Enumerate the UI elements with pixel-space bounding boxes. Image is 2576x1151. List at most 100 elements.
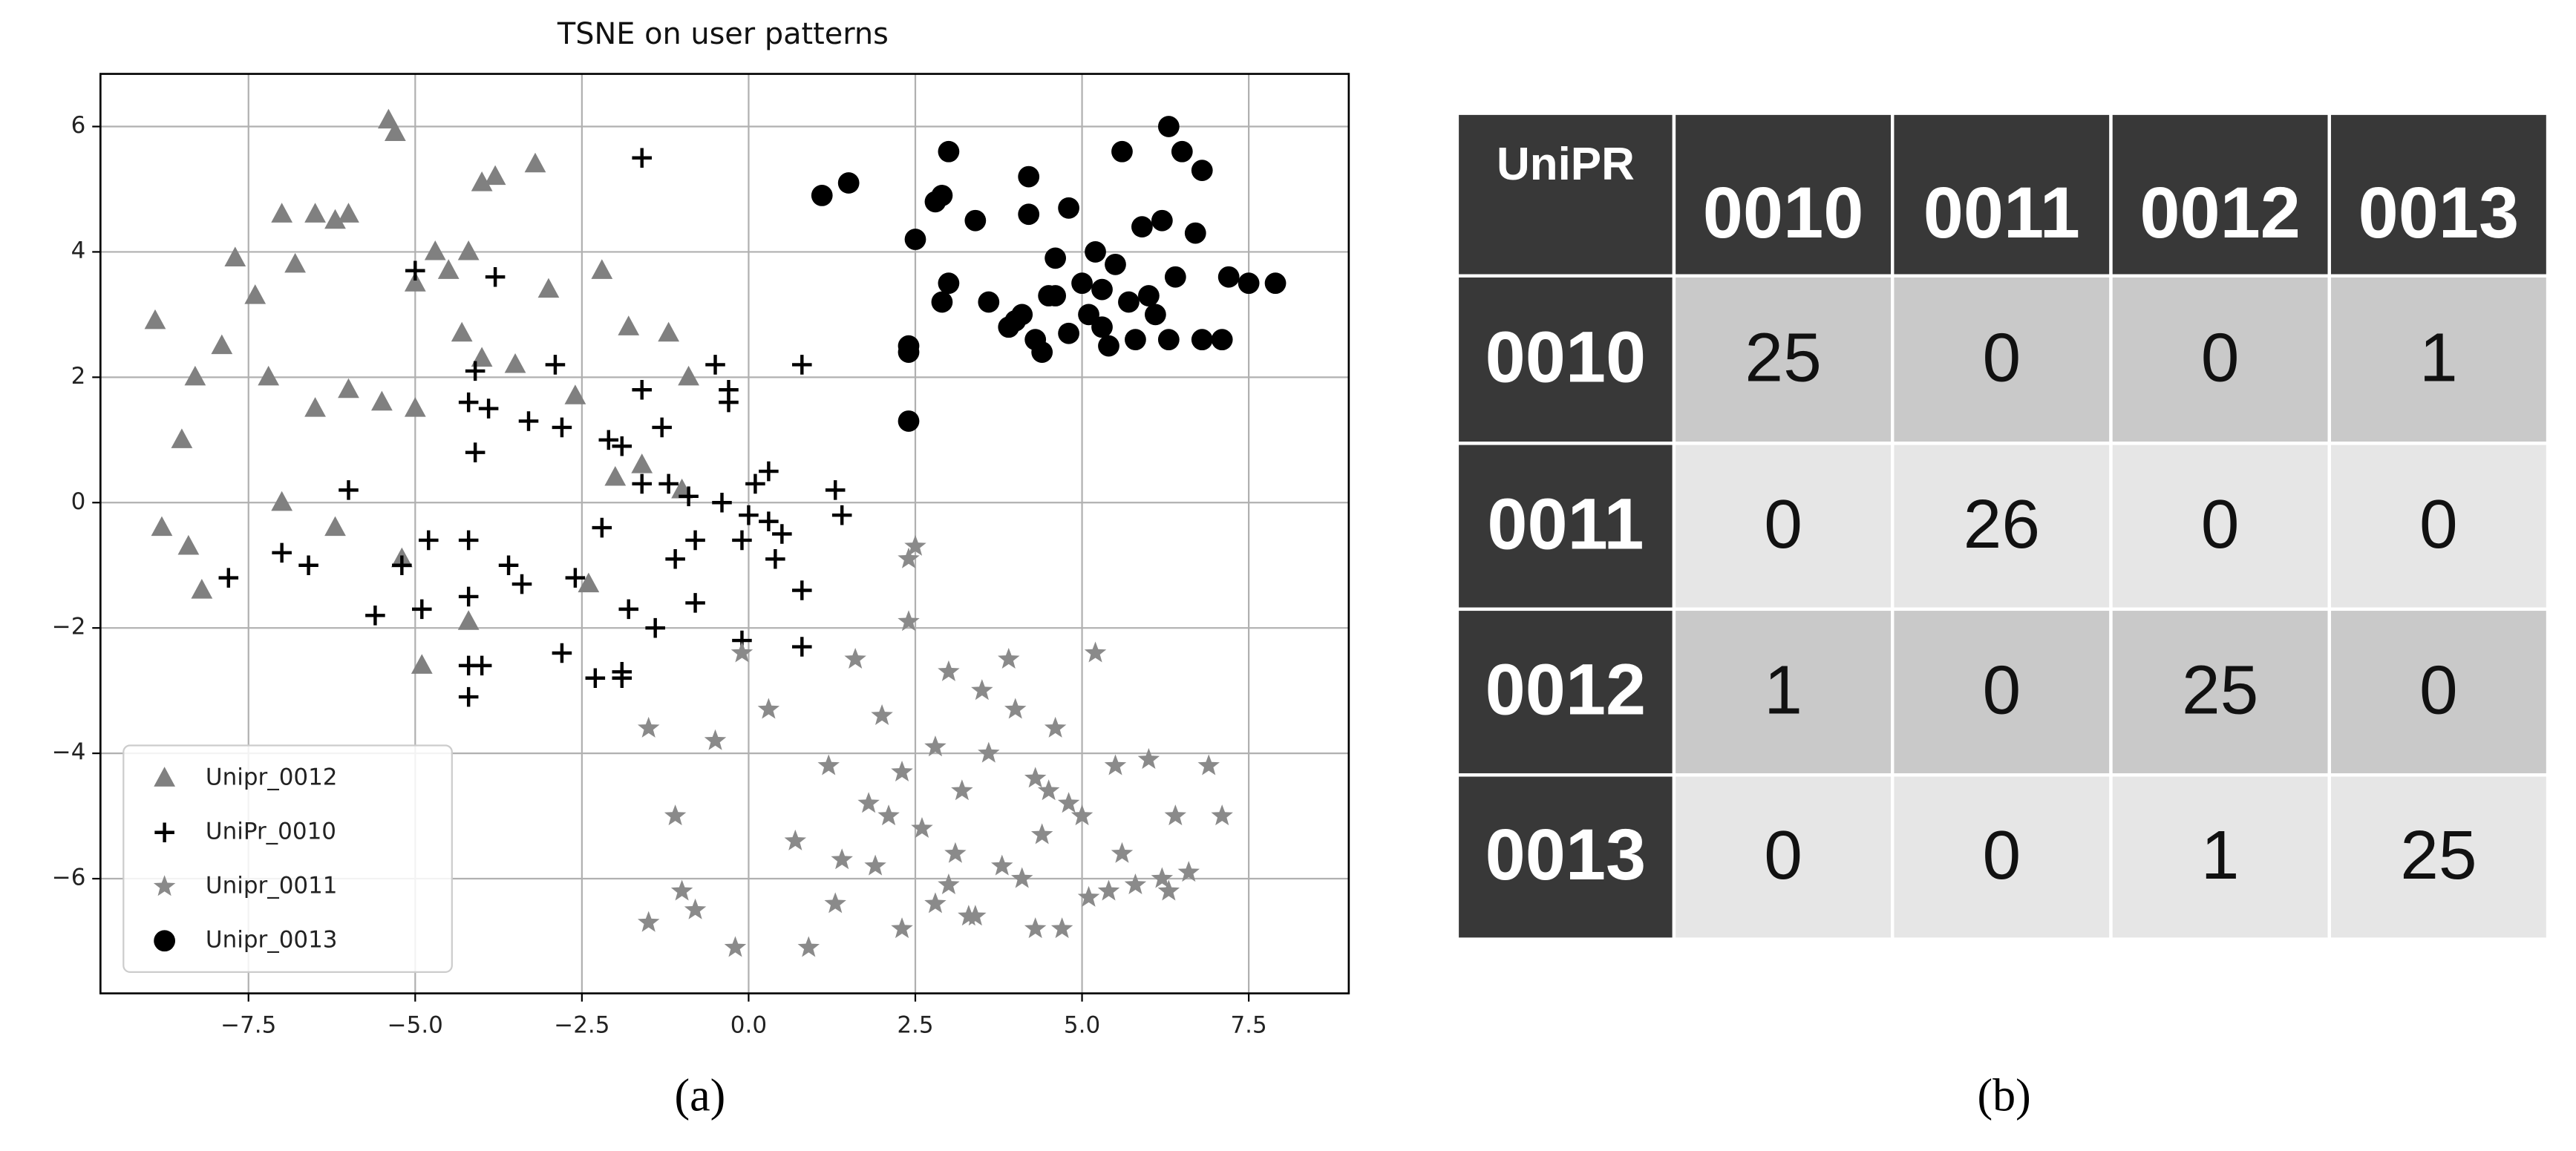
- data-point: [792, 580, 812, 600]
- table-cell: [1672, 773, 1895, 941]
- row-header-text: 0013: [1485, 814, 1647, 895]
- data-point: [924, 735, 947, 757]
- data-point: [670, 879, 693, 901]
- data-point: [211, 334, 233, 355]
- cell-text: 1: [2419, 319, 2458, 396]
- data-point: [458, 686, 479, 707]
- data-point: [224, 246, 246, 266]
- data-point: [658, 473, 679, 494]
- data-point: [524, 152, 546, 173]
- data-point: [652, 417, 672, 438]
- data-point: [1078, 304, 1099, 326]
- data-point: [739, 505, 759, 525]
- x-tick-label: 0.0: [730, 1011, 767, 1038]
- caption: (a): [675, 1071, 726, 1121]
- legend-label: UniPr_0010: [206, 818, 336, 845]
- row-header-cell: [1455, 274, 1676, 445]
- data-point: [685, 530, 705, 551]
- data-point: [772, 524, 792, 544]
- data-point: [437, 259, 460, 279]
- data-point: [1118, 291, 1140, 313]
- data-point: [1104, 754, 1127, 775]
- data-point: [1264, 272, 1287, 295]
- y-tick-label: 6: [71, 112, 86, 139]
- data-point: [1184, 222, 1206, 244]
- data-point: [411, 654, 433, 674]
- chart-title: TSNE on user patterns: [557, 17, 889, 51]
- data-point: [1098, 335, 1119, 357]
- data-point: [1091, 278, 1113, 301]
- row-header-text: 0012: [1485, 649, 1647, 730]
- data-point: [458, 530, 479, 551]
- row-header-cell: [1455, 607, 1676, 777]
- data-point: [1097, 879, 1120, 901]
- data-point: [1151, 867, 1174, 888]
- data-point: [797, 936, 820, 957]
- cell-text: 25: [2182, 652, 2258, 729]
- data-point: [931, 291, 953, 313]
- header-cell: [2109, 111, 2331, 278]
- data-point: [598, 430, 619, 450]
- legend-label: Unipr_0013: [206, 926, 338, 953]
- cell-text: 1: [2201, 816, 2240, 893]
- data-point: [1111, 140, 1133, 163]
- data-point: [392, 555, 412, 576]
- table-cell: [2109, 607, 2331, 777]
- data-point: [545, 355, 566, 375]
- data-point: [712, 492, 732, 513]
- header-cell: [2327, 111, 2550, 278]
- data-point: [518, 411, 539, 431]
- data-point: [632, 148, 652, 168]
- data-point: [418, 530, 439, 551]
- data-point: [272, 542, 292, 563]
- data-point: [817, 754, 840, 775]
- data-point: [1124, 873, 1147, 895]
- data-point: [471, 171, 493, 191]
- data-point: [637, 716, 660, 738]
- header-text: 0010: [1703, 172, 1864, 253]
- data-point: [658, 321, 680, 342]
- data-point: [632, 473, 652, 494]
- data-point: [1024, 767, 1047, 788]
- data-point: [284, 252, 306, 273]
- data-point: [864, 854, 886, 876]
- data-point: [271, 491, 293, 511]
- table-cell: [2109, 773, 2331, 941]
- data-point: [685, 593, 705, 613]
- data-point: [978, 741, 1000, 763]
- data-point: [1037, 779, 1060, 801]
- data-point: [1004, 309, 1027, 332]
- data-point: [457, 240, 480, 260]
- data-point: [1177, 861, 1200, 882]
- data-point: [304, 203, 326, 223]
- data-point: [898, 341, 920, 363]
- row-header-text: 0011: [1487, 483, 1644, 564]
- data-point: [645, 617, 665, 638]
- data-point: [1018, 203, 1040, 226]
- data-point: [552, 643, 572, 663]
- data-point: [471, 655, 492, 676]
- data-point: [537, 278, 560, 298]
- table-cell: [1672, 442, 1895, 611]
- data-point: [844, 647, 866, 669]
- cell-text: 0: [1764, 485, 1802, 563]
- data-point: [759, 461, 779, 482]
- data-point: [404, 272, 426, 292]
- data-point: [631, 453, 653, 473]
- y-tick-label: −6: [52, 865, 86, 891]
- x-tick-label: 2.5: [897, 1011, 933, 1038]
- data-point: [898, 610, 920, 632]
- data-point: [424, 240, 446, 260]
- y-tick-label: −2: [52, 614, 86, 640]
- data-point: [1111, 842, 1134, 863]
- cell-text: 25: [1745, 319, 1821, 396]
- data-point: [457, 610, 480, 630]
- data-point: [831, 505, 852, 525]
- data-point: [665, 549, 685, 569]
- x-tick-label: 5.0: [1064, 1011, 1100, 1038]
- data-point: [377, 108, 399, 129]
- data-point: [578, 572, 600, 593]
- data-point: [938, 272, 960, 295]
- data-point: [324, 209, 346, 229]
